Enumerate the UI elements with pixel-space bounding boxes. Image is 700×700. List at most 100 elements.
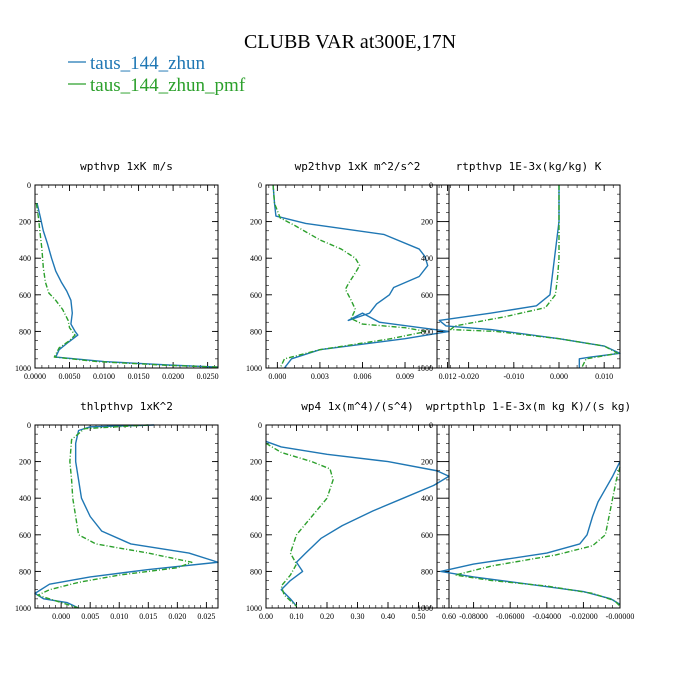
y-tick-label: 600 (421, 531, 433, 540)
x-tick-label: 0.015 (139, 612, 157, 621)
y-tick-label: 200 (19, 218, 31, 227)
y-tick-label: 600 (421, 291, 433, 300)
y-tick-label: 400 (250, 494, 262, 503)
series-line-2 (265, 442, 334, 607)
x-tick-label: 0.0100 (93, 372, 115, 381)
series-line-1 (272, 184, 450, 369)
panel-frame (265, 184, 450, 369)
y-tick-label: 400 (19, 254, 31, 263)
y-tick-label: 600 (19, 531, 31, 540)
x-tick-label: -0.020 (458, 372, 479, 381)
y-tick-label: 200 (421, 458, 433, 467)
y-tick-label: 0 (429, 421, 433, 430)
y-tick-label: 400 (421, 494, 433, 503)
x-tick-label: 0.30 (351, 612, 365, 621)
panel-5: wp4 1x(m^4)/(s^4) 0.00 0.10 0.20 0.30 0.40 0.5… (246, 400, 456, 621)
y-tick-label: 800 (250, 327, 262, 336)
x-tick-label: 0.0150 (128, 372, 150, 381)
series-line-1 (34, 424, 219, 609)
x-tick-label: 0.50 (412, 612, 426, 621)
y-tick-label: 1000 (417, 604, 433, 613)
y-tick-label: 200 (250, 458, 262, 467)
series-line-1 (36, 203, 219, 368)
panel-title: thlpthvp 1xK^2 (80, 400, 173, 413)
x-tick-label: 0.012 (439, 372, 457, 381)
panel-frame (34, 424, 219, 609)
x-tick-label: 0.025 (197, 612, 215, 621)
x-tick-label: 0.006 (353, 372, 371, 381)
y-tick-label: 1000 (15, 364, 31, 373)
series-line-1 (265, 440, 450, 607)
y-tick-label: 800 (250, 567, 262, 576)
y-tick-label: 200 (19, 458, 31, 467)
legend-entry-series-1: taus_144_zhun (90, 53, 206, 74)
series-line-2 (35, 203, 219, 368)
x-tick-label: 0.0250 (197, 372, 219, 381)
x-tick-label: -0.00000 (606, 612, 635, 621)
y-tick-label: 200 (421, 218, 433, 227)
y-tick-label: 0 (27, 421, 31, 430)
panel-title: wp2thvp 1xK m^2/s^2 (295, 160, 421, 173)
series-line-2 (454, 466, 621, 607)
figure-title: CLUBB VAR at300E,17N (244, 31, 456, 53)
x-tick-label: 0.000 (268, 372, 286, 381)
x-tick-label: 0.009 (396, 372, 414, 381)
x-tick-label: 0.020 (168, 612, 186, 621)
y-tick-label: 600 (19, 291, 31, 300)
x-tick-label: 0.010 (110, 612, 128, 621)
x-tick-label: 0.60 (442, 612, 456, 621)
panel-frame (436, 424, 621, 609)
series-line-2 (37, 424, 193, 609)
y-tick-label: 0 (27, 181, 31, 190)
x-tick-label: 0.000 (550, 372, 568, 381)
panel-6: wprtpthlp 1-E-3x(m kg K)/(s kg)-0.08000-… (417, 400, 634, 621)
series-line-2 (449, 185, 619, 369)
x-tick-label: 0.010 (595, 372, 613, 381)
y-tick-label: 800 (421, 567, 433, 576)
panel-title: wp4 1x(m^4)/(s^4) (301, 400, 414, 413)
y-tick-label: 1000 (15, 604, 31, 613)
panel-frame (436, 184, 621, 369)
y-tick-label: 800 (19, 327, 31, 336)
x-tick-label: 0.0050 (59, 372, 81, 381)
y-tick-label: 1000 (246, 364, 262, 373)
x-tick-label: 0.005 (81, 612, 99, 621)
x-tick-label: 0.10 (290, 612, 304, 621)
y-tick-label: 0 (258, 181, 262, 190)
panel-title: wpthvp 1xK m/s (80, 160, 173, 173)
panel-frame (265, 424, 450, 609)
x-tick-label: 0.003 (311, 372, 329, 381)
y-tick-label: 0 (429, 181, 433, 190)
x-tick-label: -0.04000 (532, 612, 561, 621)
panel-4: thlpthvp 1xK^2 0.000 0.005 0.010 0.015 0.020 0… (15, 400, 219, 621)
series-line-1 (438, 185, 621, 368)
x-tick-label: -0.02000 (569, 612, 598, 621)
y-tick-label: 400 (250, 254, 262, 263)
x-tick-label: -0.08000 (459, 612, 488, 621)
x-tick-label: 0.40 (381, 612, 395, 621)
y-tick-label: 600 (250, 291, 262, 300)
y-tick-label: 1000 (417, 364, 433, 373)
panel-1: wpthvp 1xK m/s 0.0000 0.0050 0.0100 0.0150 0.… (15, 160, 219, 381)
panel-title: rtpthvp 1E-3x(kg/kg) K (456, 160, 602, 173)
y-tick-label: 400 (421, 254, 433, 263)
x-tick-label: -0.010 (503, 372, 524, 381)
x-tick-label: 0.00 (259, 612, 273, 621)
x-tick-label: 0.0200 (162, 372, 184, 381)
panel-title: wprtpthlp 1-E-3x(m kg K)/(s kg) (426, 400, 631, 413)
y-tick-label: 200 (250, 218, 262, 227)
y-tick-label: 800 (19, 567, 31, 576)
x-tick-label: 0.000 (52, 612, 70, 621)
y-tick-label: 800 (421, 327, 433, 336)
x-tick-label: -0.06000 (496, 612, 525, 621)
y-tick-label: 0 (258, 421, 262, 430)
y-tick-label: 400 (19, 494, 31, 503)
series-line-1 (439, 461, 621, 605)
legend-entry-series-2: taus_144_zhun_pmf (90, 75, 246, 96)
panel-3: rtpthvp 1E-3x(kg/kg) K -0.020 -0.010 0.000 0… (417, 160, 621, 381)
series-line-2 (272, 184, 427, 369)
x-tick-label: 0.20 (320, 612, 334, 621)
x-tick-label: 0.0000 (24, 372, 46, 381)
